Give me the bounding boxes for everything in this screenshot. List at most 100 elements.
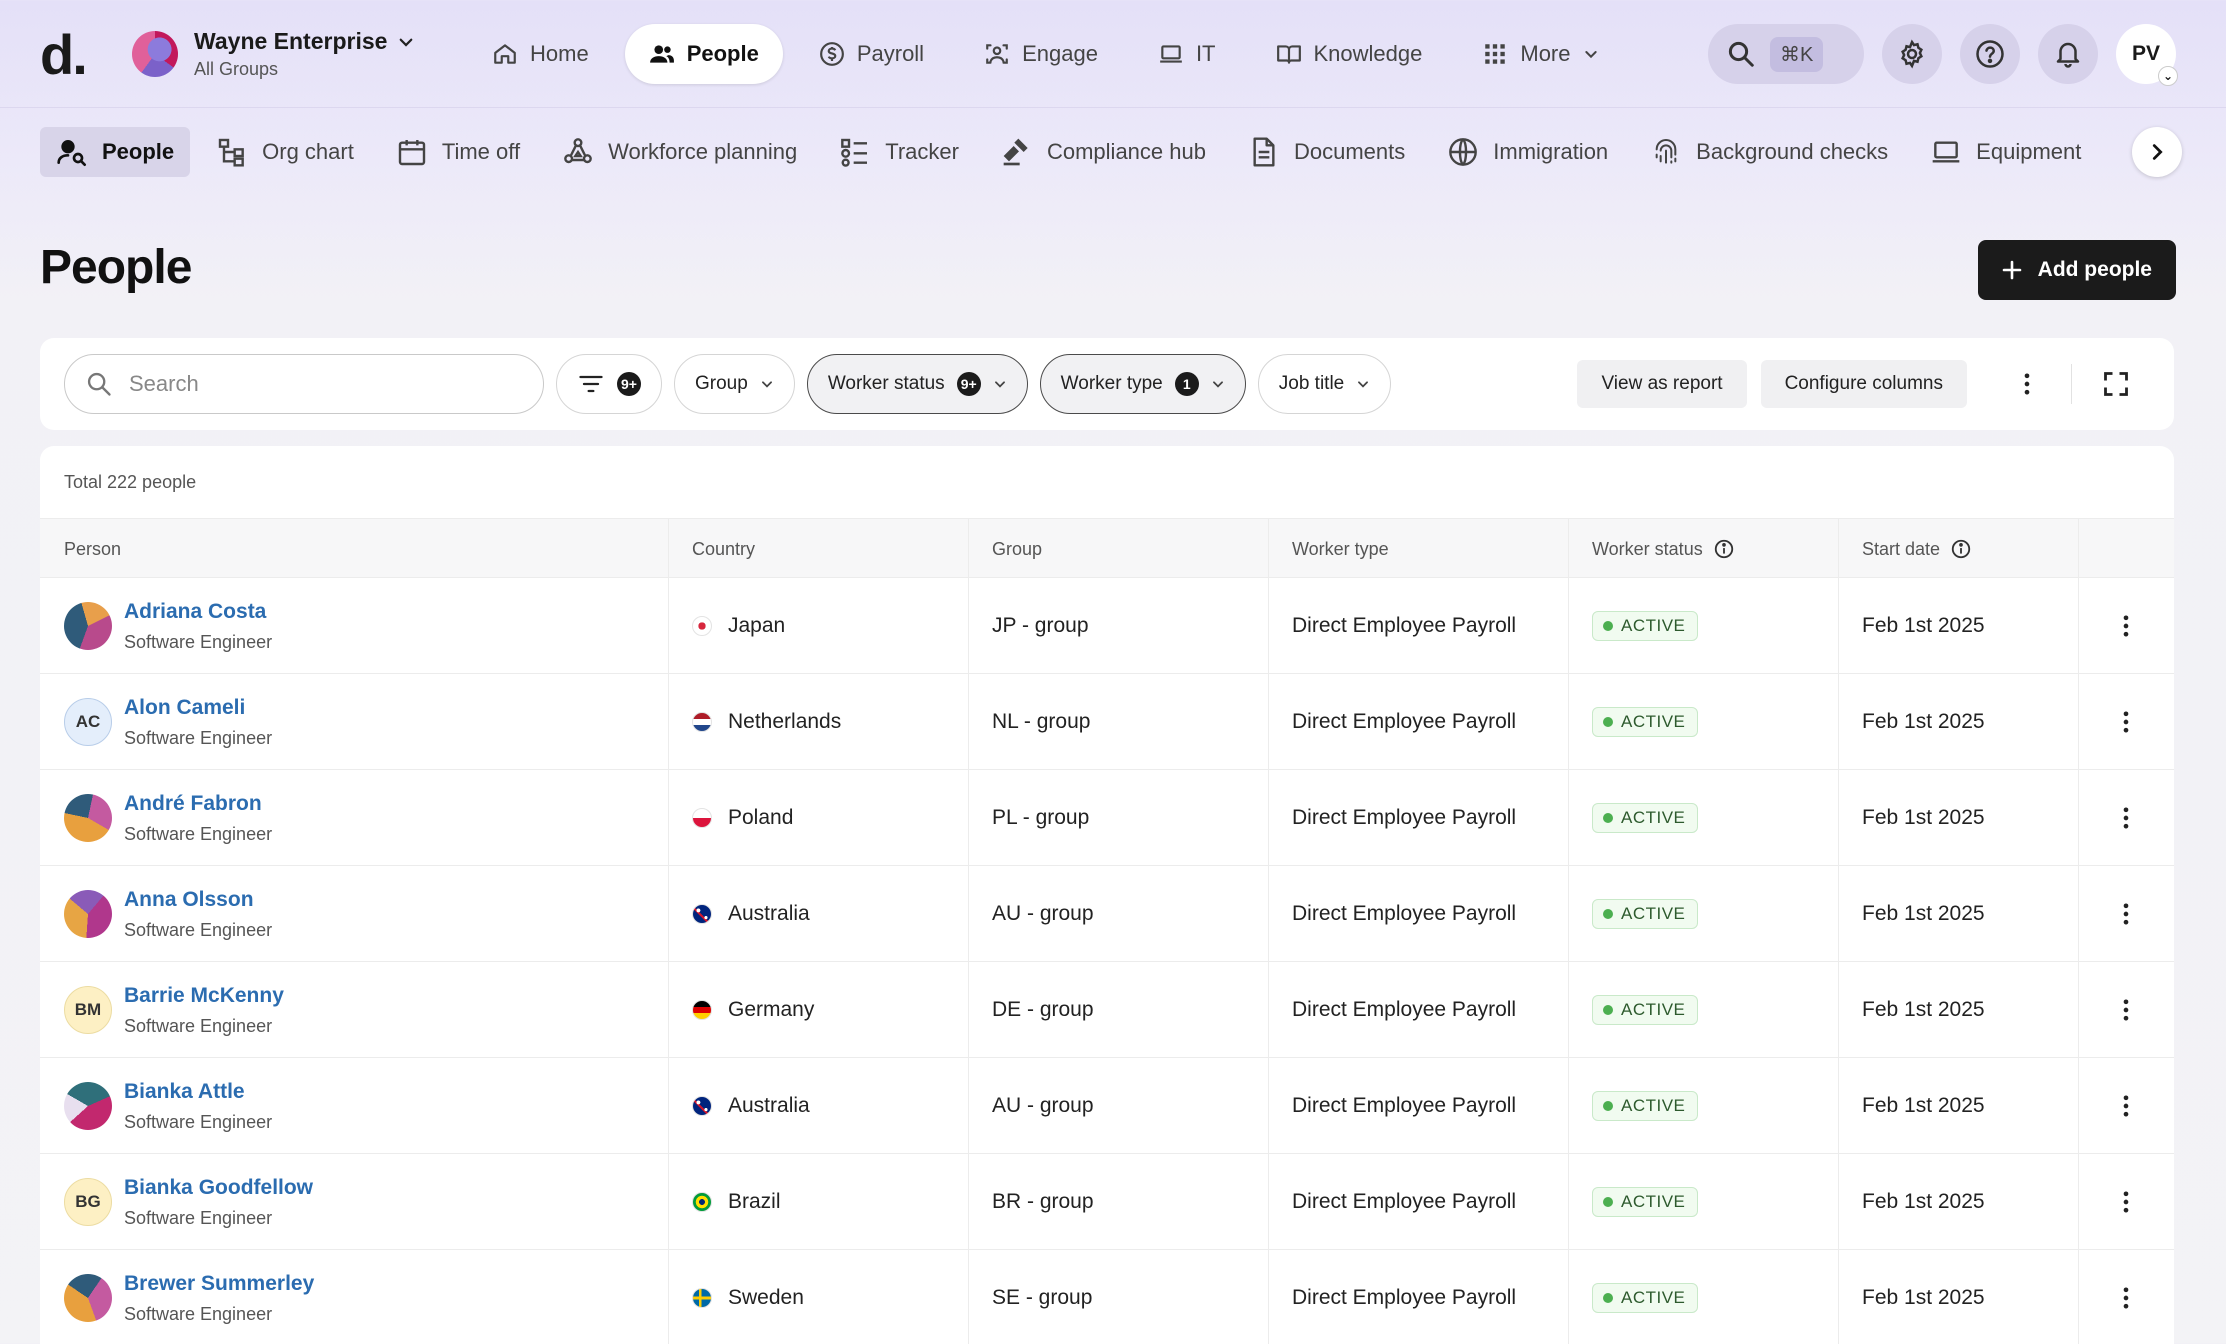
table-row[interactable]: Brewer Summerley Software Engineer Swede… xyxy=(40,1250,2174,1344)
subnav-tracker[interactable]: Tracker xyxy=(823,127,975,177)
subnav-background-checks[interactable]: Background checks xyxy=(1634,127,1904,177)
table-row[interactable]: BM Barrie McKenny Software Engineer Germ… xyxy=(40,962,2174,1058)
start-date-cell: Feb 1st 2025 xyxy=(1838,866,2078,962)
row-actions-button[interactable] xyxy=(2102,674,2150,770)
job-title-filter-chip[interactable]: Job title xyxy=(1257,354,1392,414)
table-row[interactable]: AC Alon Cameli Software Engineer Netherl… xyxy=(40,674,2174,770)
info-icon[interactable] xyxy=(1950,538,1972,560)
avatar[interactable] xyxy=(64,1274,112,1322)
subnav-label: Documents xyxy=(1293,139,1406,164)
topnav-payroll[interactable]: Payroll xyxy=(795,24,948,84)
fullscreen-button[interactable] xyxy=(2092,360,2140,408)
notifications-button[interactable] xyxy=(2038,24,2098,84)
worker-type: Direct Employee Payroll xyxy=(1292,614,1517,637)
engage-icon xyxy=(986,44,1008,64)
subnav-equipment[interactable]: Equipment xyxy=(1914,127,2097,177)
person-name-link[interactable]: Bianka Attle xyxy=(124,1079,245,1103)
person-cell: Anna Olsson Software Engineer xyxy=(40,866,668,962)
add-people-button[interactable]: Add people xyxy=(1977,240,2176,300)
table-row[interactable]: Bianka Attle Software Engineer Australia… xyxy=(40,1058,2174,1154)
table-row[interactable]: Anna Olsson Software Engineer Australia … xyxy=(40,866,2174,962)
global-search-button[interactable]: ⌘K xyxy=(1708,24,1864,84)
status-label: ACTIVE xyxy=(1621,1096,1686,1115)
subnav-org-chart[interactable]: Org chart xyxy=(200,127,370,177)
row-actions-button[interactable] xyxy=(2102,578,2150,674)
subnav-immigration[interactable]: Immigration xyxy=(1431,127,1624,177)
start-date: Feb 1st 2025 xyxy=(1862,1094,1985,1117)
topnav-home[interactable]: Home xyxy=(468,24,613,84)
topnav-engage[interactable]: Engage xyxy=(960,24,1122,84)
info-icon[interactable] xyxy=(1713,538,1735,560)
topnav-it[interactable]: IT xyxy=(1134,24,1240,84)
subnav-scroll-right-button[interactable] xyxy=(2132,127,2182,177)
status-dot xyxy=(1603,813,1613,823)
row-actions-button[interactable] xyxy=(2102,1154,2150,1250)
top-nav: Home People Payroll Engage IT Knowledge … xyxy=(468,24,1623,84)
person-name-link[interactable]: Brewer Summerley xyxy=(124,1271,315,1295)
column-header-worker-type[interactable]: Worker type xyxy=(1268,519,1389,579)
avatar[interactable]: BG xyxy=(64,1178,112,1226)
chevron-down-icon xyxy=(1358,381,1369,388)
subnav-people[interactable]: People xyxy=(40,127,191,177)
configure-columns-button[interactable]: Configure columns xyxy=(1760,360,1967,408)
person-name-link[interactable]: Alon Cameli xyxy=(124,695,246,719)
column-header-start-date[interactable]: Start date xyxy=(1838,519,1972,579)
person-name-link[interactable]: Anna Olsson xyxy=(124,887,254,911)
avatar[interactable] xyxy=(64,890,112,938)
country-name: Australia xyxy=(728,902,810,925)
person-name-link[interactable]: Bianka Goodfellow xyxy=(124,1175,314,1199)
table-row[interactable]: André Fabron Software Engineer Poland PL… xyxy=(40,770,2174,866)
person-name-link[interactable]: André Fabron xyxy=(124,791,262,815)
subnav-label: People xyxy=(102,139,175,164)
people-icon xyxy=(649,45,674,63)
column-header-worker-status[interactable]: Worker status xyxy=(1568,519,1735,579)
person-name-link[interactable]: Adriana Costa xyxy=(124,599,267,623)
people-search-input[interactable] xyxy=(129,371,509,397)
topnav-people[interactable]: People xyxy=(624,24,783,84)
column-header-group[interactable]: Group xyxy=(968,519,1042,579)
person-job-title: Software Engineer xyxy=(124,727,273,748)
subnav-label: Background checks xyxy=(1696,139,1889,164)
person-name-link[interactable]: Barrie McKenny xyxy=(124,983,284,1007)
group-filter-chip[interactable]: Group xyxy=(674,354,795,414)
avatar[interactable] xyxy=(64,602,112,650)
row-actions-button[interactable] xyxy=(2102,866,2150,962)
filters-button[interactable]: 9+ xyxy=(556,354,662,414)
status-dot xyxy=(1603,1293,1613,1303)
more-options-button[interactable] xyxy=(2003,360,2051,408)
avatar[interactable] xyxy=(64,794,112,842)
status-badge: ACTIVE xyxy=(1592,995,1699,1025)
row-actions-button[interactable] xyxy=(2102,1250,2150,1344)
avatar[interactable] xyxy=(64,1082,112,1130)
table-row[interactable]: BG Bianka Goodfellow Software Engineer B… xyxy=(40,1154,2174,1250)
table-row[interactable]: Adriana Costa Software Engineer Japan JP… xyxy=(40,578,2174,674)
people-search-box[interactable] xyxy=(64,354,544,414)
topnav-more[interactable]: More xyxy=(1458,24,1622,84)
column-divider xyxy=(1838,518,1839,1344)
worker-type-filter-chip[interactable]: Worker type 1 xyxy=(1039,354,1246,414)
subnav-time-off[interactable]: Time off xyxy=(380,127,536,177)
column-header-country[interactable]: Country xyxy=(668,519,755,579)
subnav-documents[interactable]: Documents xyxy=(1232,127,1421,177)
subnav-label: Workforce planning xyxy=(608,139,798,164)
worker-status-cell: ACTIVE xyxy=(1568,1154,1838,1250)
help-button[interactable] xyxy=(1960,24,2020,84)
avatar[interactable]: BM xyxy=(64,986,112,1034)
column-header-person[interactable]: Person xyxy=(40,519,121,579)
row-actions-button[interactable] xyxy=(2102,770,2150,866)
org-switcher[interactable]: Wayne Enterprise All Groups xyxy=(132,28,415,80)
avatar[interactable]: AC xyxy=(64,698,112,746)
settings-button[interactable] xyxy=(1882,24,1942,84)
subnav-compliance-hub[interactable]: Compliance hub xyxy=(985,127,1222,177)
subnav-workforce-planning[interactable]: Workforce planning xyxy=(546,127,813,177)
status-dot xyxy=(1603,1101,1613,1111)
worker-status-filter-chip[interactable]: Worker status 9+ xyxy=(806,354,1028,414)
app-logo[interactable]: d. xyxy=(40,23,88,86)
view-as-report-button[interactable]: View as report xyxy=(1577,360,1747,408)
topnav-knowledge[interactable]: Knowledge xyxy=(1252,24,1447,84)
flag-icon xyxy=(692,1288,712,1308)
row-actions-button[interactable] xyxy=(2102,962,2150,1058)
user-menu-avatar[interactable]: PV ⌄ xyxy=(2116,24,2178,86)
worker-type: Direct Employee Payroll xyxy=(1292,902,1517,925)
row-actions-button[interactable] xyxy=(2102,1058,2150,1154)
